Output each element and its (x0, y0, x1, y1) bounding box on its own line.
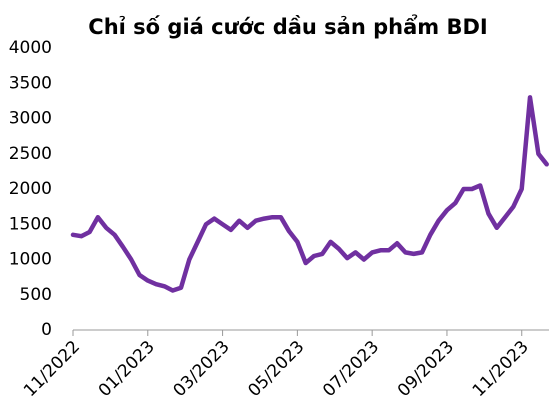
x-tick-label: 11/2022 (20, 337, 84, 401)
x-tick-label: 11/2023 (469, 337, 533, 401)
y-tick-label: 2500 (9, 144, 52, 164)
y-tick-label: 2000 (9, 179, 52, 199)
x-tick-label: 01/2023 (95, 337, 159, 401)
y-tick-label: 1500 (9, 214, 52, 234)
y-tick-label: 3000 (9, 109, 52, 129)
x-tick-label: 07/2023 (319, 337, 383, 401)
y-tick-label: 4000 (9, 38, 52, 58)
y-tick-label: 0 (41, 320, 52, 340)
x-tick-label: 09/2023 (394, 337, 458, 401)
x-tick-label: 05/2023 (244, 337, 308, 401)
x-tick-label: 03/2023 (170, 337, 234, 401)
y-tick-label: 3500 (9, 73, 52, 93)
y-tick-label: 500 (20, 285, 52, 305)
y-tick-label: 1000 (9, 250, 52, 270)
data-line (70, 95, 549, 293)
chart-title: Chỉ số giá cước dầu sản phẩm BDI (88, 14, 487, 39)
